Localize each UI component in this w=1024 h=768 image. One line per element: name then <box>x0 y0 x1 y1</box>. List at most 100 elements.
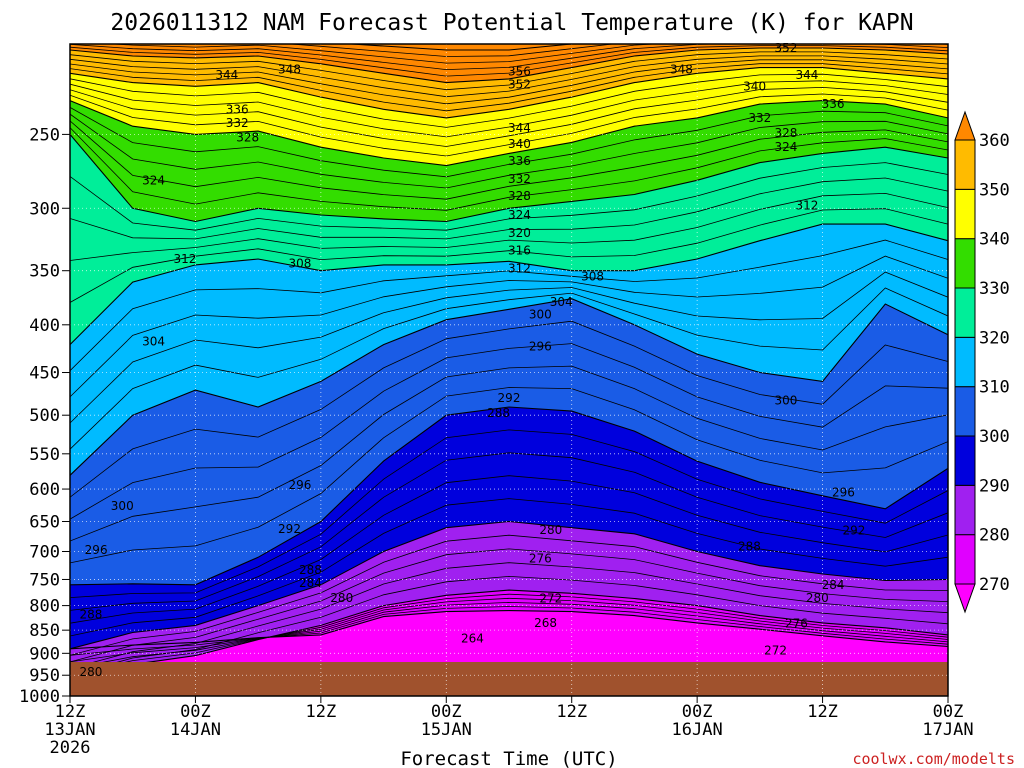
contour-line-minor <box>70 80 948 138</box>
x-tick-label: 12Z <box>55 702 86 722</box>
contour-line-minor <box>70 51 948 91</box>
contour-label: 348 <box>670 63 693 77</box>
colorbar: 270 280 290 300 310 320 330 340 350 360 <box>954 110 1010 614</box>
x-tick-label: 12Z <box>556 702 587 722</box>
contour-label: 296 <box>288 478 311 492</box>
contour-line-minor <box>70 120 948 200</box>
contour-label: 300 <box>529 308 552 322</box>
contour-line-theta_290 <box>70 406 948 586</box>
colorbar-label: 310 <box>979 378 1010 398</box>
contour-label: 292 <box>842 524 865 538</box>
fill-band-theta_350 <box>70 44 948 83</box>
y-tick-label: 900 <box>29 644 60 664</box>
fill-band-theta_340 <box>70 44 948 118</box>
contour-line-minor <box>70 44 948 71</box>
contour-label: 276 <box>529 551 552 565</box>
contour-line-theta_360 <box>343 44 578 51</box>
contour-line-minor <box>70 534 948 656</box>
fill-band-theta_360 <box>352 44 572 50</box>
contour-label: 276 <box>785 616 808 630</box>
contour-line-minor <box>70 287 948 450</box>
contour-label: 340 <box>743 79 766 93</box>
contour-label: 292 <box>498 391 521 405</box>
contour-line-minor <box>70 597 948 669</box>
contour-label: 284 <box>299 576 322 590</box>
contour-label: 300 <box>111 499 134 513</box>
contour-label: 328 <box>236 131 259 145</box>
y-axis: 250 300 350 400 450 500 550 600 650 700 750 800 850 9… <box>19 125 70 707</box>
contour-line-minor <box>70 127 948 211</box>
contour-line-theta_280 <box>70 520 948 650</box>
contour-line-minor <box>70 606 948 656</box>
colorbar-segment <box>954 534 976 585</box>
colorbar-segment <box>954 336 976 388</box>
contour-label: 340 <box>508 137 531 151</box>
y-tick-label: 350 <box>29 262 60 282</box>
contour-label: 336 <box>508 154 531 168</box>
x-tick-label: 12Z <box>305 702 336 722</box>
colorbar-segment <box>954 238 976 289</box>
contour-label: 316 <box>508 244 531 258</box>
colorbar-label: 350 <box>979 180 1010 200</box>
contour-label: 288 <box>299 563 322 577</box>
x-tick-label: 14JAN <box>170 720 221 740</box>
x-axis-label: Forecast Time (UTC) <box>400 748 617 768</box>
contour-line-theta_350 <box>70 47 948 84</box>
contour-label: 280 <box>79 665 102 679</box>
colorbar-segment <box>954 435 976 486</box>
x-tick-label: 15JAN <box>421 720 472 740</box>
contour-label: 280 <box>806 591 829 605</box>
contour-label: 336 <box>822 97 845 111</box>
contour-label: 332 <box>226 116 249 130</box>
contour-label: 328 <box>508 189 531 203</box>
contour-label: 288 <box>738 539 761 553</box>
x-tick-label: 13JAN <box>44 720 95 740</box>
y-tick-label: 550 <box>29 445 60 465</box>
contour-label: 348 <box>278 63 301 77</box>
colorbar-label: 270 <box>979 575 1010 595</box>
x-tick-label: 00Z <box>180 702 211 722</box>
contour-line-minor <box>70 429 948 598</box>
contour-label: 308 <box>288 257 311 271</box>
contour-label: 344 <box>508 121 531 135</box>
x-tick-label: 00Z <box>431 702 462 722</box>
contour-line-minor <box>70 593 948 676</box>
contour-label: 332 <box>508 172 531 186</box>
contour-label: 344 <box>215 68 238 82</box>
colorbar-segment <box>954 139 976 190</box>
y-tick-label: 1000 <box>19 687 60 707</box>
y-tick-label: 700 <box>29 543 60 563</box>
colorbar-top-arrow <box>954 110 976 141</box>
contour-label: 284 <box>822 578 845 592</box>
contour-label: 300 <box>775 393 798 407</box>
contour-label: 280 <box>539 523 562 537</box>
colorbar-label: 330 <box>979 279 1010 299</box>
x-tick-label: 00Z <box>682 702 713 722</box>
contour-line-minor <box>70 113 948 189</box>
contour-line-minor <box>70 548 948 663</box>
contour-label: 324 <box>142 173 165 187</box>
contour-line-minor <box>70 575 948 676</box>
contour-label: 328 <box>775 126 798 140</box>
contour-label: 308 <box>581 269 604 283</box>
contour-label: 304 <box>550 295 573 309</box>
contour-label: 324 <box>508 208 531 222</box>
contour-line-theta_340 <box>70 67 948 119</box>
y-tick-label: 950 <box>29 666 60 686</box>
colorbar-segment <box>954 484 976 536</box>
y-tick-label: 750 <box>29 570 60 590</box>
contour-label: 296 <box>529 339 552 353</box>
colorbar-segment <box>954 386 976 437</box>
contour-line-theta_300 <box>70 298 948 476</box>
contour-line-minor <box>70 177 948 240</box>
contour-line-theta_320 <box>70 134 948 223</box>
contour-line-minor <box>70 162 948 231</box>
colorbar-segment <box>954 287 976 338</box>
contour-label: 272 <box>539 591 562 605</box>
contour-label: 336 <box>226 102 249 116</box>
contour-line-layer <box>70 44 948 683</box>
contour-line-minor <box>70 107 948 178</box>
y-tick-label: 500 <box>29 406 60 426</box>
contour-line-minor <box>70 192 948 261</box>
